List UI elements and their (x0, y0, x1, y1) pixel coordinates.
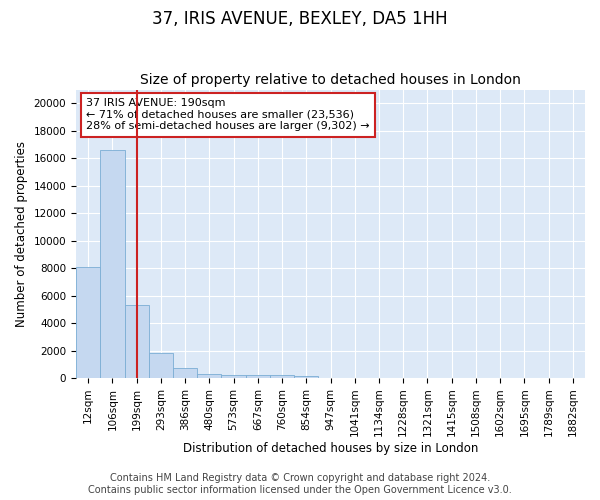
Bar (294, 376, 319, 378)
Bar (245, 375, 270, 378)
Y-axis label: Number of detached properties: Number of detached properties (15, 141, 28, 327)
Text: 37, IRIS AVENUE, BEXLEY, DA5 1HH: 37, IRIS AVENUE, BEXLEY, DA5 1HH (152, 10, 448, 28)
Bar (125, 305, 149, 378)
Bar (149, 352, 173, 378)
Text: 37 IRIS AVENUE: 190sqm
← 71% of detached houses are smaller (23,536)
28% of semi: 37 IRIS AVENUE: 190sqm ← 71% of detached… (86, 98, 370, 132)
Bar (173, 368, 197, 378)
Bar (76, 266, 100, 378)
Bar (197, 374, 221, 378)
Bar (100, 150, 125, 378)
X-axis label: Distribution of detached houses by size in London: Distribution of detached houses by size … (183, 442, 478, 455)
Bar (221, 375, 245, 378)
Title: Size of property relative to detached houses in London: Size of property relative to detached ho… (140, 73, 521, 87)
Text: Contains HM Land Registry data © Crown copyright and database right 2024.
Contai: Contains HM Land Registry data © Crown c… (88, 474, 512, 495)
Bar (270, 375, 294, 378)
